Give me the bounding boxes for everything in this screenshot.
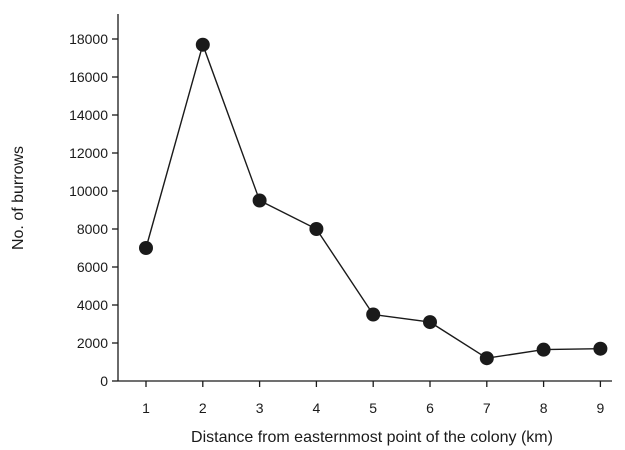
y-tick-label: 12000 <box>69 145 108 161</box>
y-tick-label: 16000 <box>69 69 108 85</box>
x-tick-label: 4 <box>313 400 321 416</box>
data-point-7 <box>479 351 494 366</box>
y-tick-label: 0 <box>100 373 108 389</box>
data-point-1 <box>139 241 153 255</box>
axis-ticks: 0 2000 4000 6000 8000 10000 12000 14000 16000 180… <box>69 31 604 416</box>
data-point-4 <box>309 222 324 236</box>
y-tick-label: 10000 <box>69 183 108 199</box>
data-points <box>139 37 608 366</box>
y-tick-label: 18000 <box>69 31 108 47</box>
data-point-9 <box>593 341 608 356</box>
y-axis-title: No. of burrows <box>10 146 27 250</box>
y-tick-label: 6000 <box>77 259 108 275</box>
x-tick-label: 3 <box>256 400 264 416</box>
x-tick-label: 5 <box>369 400 377 416</box>
data-point-2 <box>195 37 210 52</box>
x-tick-label: 1 <box>142 400 150 416</box>
y-tick-label: 14000 <box>69 107 108 123</box>
data-point-3 <box>252 193 267 208</box>
chart-axes <box>117 14 612 382</box>
y-tick-label: 4000 <box>77 297 108 313</box>
y-tick-label: 8000 <box>77 221 108 237</box>
data-point-5 <box>366 307 381 322</box>
y-tick-label: 2000 <box>77 335 108 351</box>
data-point-8 <box>536 342 551 357</box>
x-axis-title: Distance from easternmost point of the c… <box>191 429 553 446</box>
x-tick-label: 9 <box>597 400 605 416</box>
x-tick-label: 2 <box>199 400 207 416</box>
data-point-6 <box>423 315 437 330</box>
x-tick-label: 8 <box>540 400 548 416</box>
x-tick-label: 7 <box>483 400 491 416</box>
x-tick-label: 6 <box>426 400 434 416</box>
